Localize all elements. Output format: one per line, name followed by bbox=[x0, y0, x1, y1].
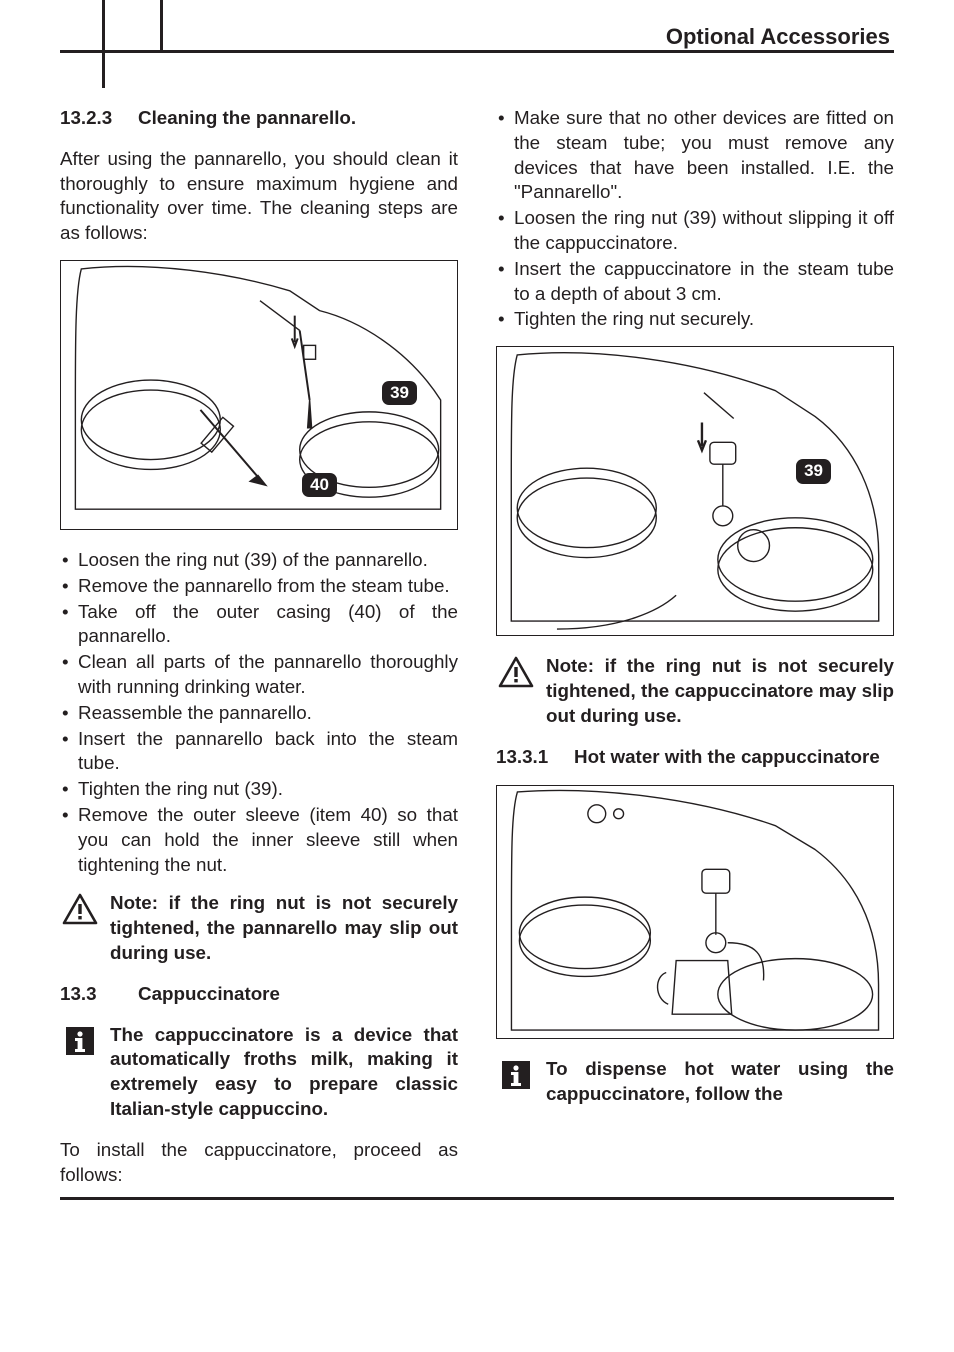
install-lead: To install the cappuccinatore, proceed a… bbox=[60, 1138, 458, 1188]
list-item: Loosen the ring nut (39) of the pannarel… bbox=[60, 548, 458, 573]
intro-paragraph: After using the pannarello, you should c… bbox=[60, 147, 458, 246]
list-item: Clean all parts of the pannarello thorou… bbox=[60, 650, 458, 700]
warning-icon bbox=[60, 891, 100, 927]
section-number: 13.2.3 bbox=[60, 106, 138, 131]
header-title: Optional Accessories bbox=[666, 22, 890, 51]
list-item: Remove the pannarello from the steam tub… bbox=[60, 574, 458, 599]
callout-39: 39 bbox=[796, 459, 831, 483]
section-title: Cappuccinatore bbox=[138, 982, 458, 1007]
right-column: Make sure that no other devices are fitt… bbox=[496, 106, 894, 1187]
machine-illustration bbox=[497, 347, 893, 635]
footer-rule bbox=[60, 1197, 894, 1200]
figure-cappuccinatore-install: 39 bbox=[496, 346, 894, 636]
section-heading-13-3: 13.3 Cappuccinatore bbox=[60, 982, 458, 1007]
section-number: 13.3 bbox=[60, 982, 138, 1007]
figure-pannarello: 39 40 bbox=[60, 260, 458, 530]
install-steps: Make sure that no other devices are fitt… bbox=[496, 106, 894, 332]
section-number: 13.3.1 bbox=[496, 745, 574, 770]
header-rule-vert-1 bbox=[102, 0, 105, 88]
section-title: Cleaning the pannarello. bbox=[138, 106, 458, 131]
warning-note-cappuccinatore: Note: if the ring nut is not securely ti… bbox=[496, 654, 894, 728]
warning-text: Note: if the ring nut is not securely ti… bbox=[110, 891, 458, 965]
callout-40: 40 bbox=[302, 473, 337, 497]
list-item: Insert the pannarello back into the stea… bbox=[60, 727, 458, 777]
header-rule-vert-2 bbox=[160, 0, 163, 52]
info-note-hot-water: To dispense hot water using the cappucci… bbox=[496, 1057, 894, 1107]
pannarello-steps: Loosen the ring nut (39) of the pannarel… bbox=[60, 548, 458, 877]
info-icon bbox=[60, 1023, 100, 1059]
callout-39: 39 bbox=[382, 381, 417, 405]
warning-icon bbox=[496, 654, 536, 690]
list-item: Tighten the ring nut securely. bbox=[496, 307, 894, 332]
section-heading-13-2-3: 13.2.3 Cleaning the pannarello. bbox=[60, 106, 458, 131]
list-item: Make sure that no other devices are fitt… bbox=[496, 106, 894, 205]
content-columns: 13.2.3 Cleaning the pannarello. After us… bbox=[60, 106, 894, 1187]
left-column: 13.2.3 Cleaning the pannarello. After us… bbox=[60, 106, 458, 1187]
warning-text: Note: if the ring nut is not securely ti… bbox=[546, 654, 894, 728]
figure-hot-water bbox=[496, 785, 894, 1039]
info-note-cappuccinatore: The cappuccinatore is a device that auto… bbox=[60, 1023, 458, 1122]
page-header: Optional Accessories bbox=[60, 28, 894, 88]
list-item: Insert the cappuccinatore in the steam t… bbox=[496, 257, 894, 307]
section-title: Hot water with the cappuccinatore bbox=[574, 745, 894, 770]
warning-note-pannarello: Note: if the ring nut is not securely ti… bbox=[60, 891, 458, 965]
list-item: Tighten the ring nut (39). bbox=[60, 777, 458, 802]
section-heading-13-3-1: 13.3.1 Hot water with the cappuccinatore bbox=[496, 745, 894, 770]
info-text: To dispense hot water using the cappucci… bbox=[546, 1057, 894, 1107]
machine-illustration bbox=[497, 786, 893, 1038]
list-item: Take off the outer casing (40) of the pa… bbox=[60, 600, 458, 650]
info-text: The cappuccinatore is a device that auto… bbox=[110, 1023, 458, 1122]
list-item: Remove the outer sleeve (item 40) so tha… bbox=[60, 803, 458, 877]
list-item: Loosen the ring nut (39) without slippin… bbox=[496, 206, 894, 256]
list-item: Reassemble the pannarello. bbox=[60, 701, 458, 726]
info-icon bbox=[496, 1057, 536, 1093]
